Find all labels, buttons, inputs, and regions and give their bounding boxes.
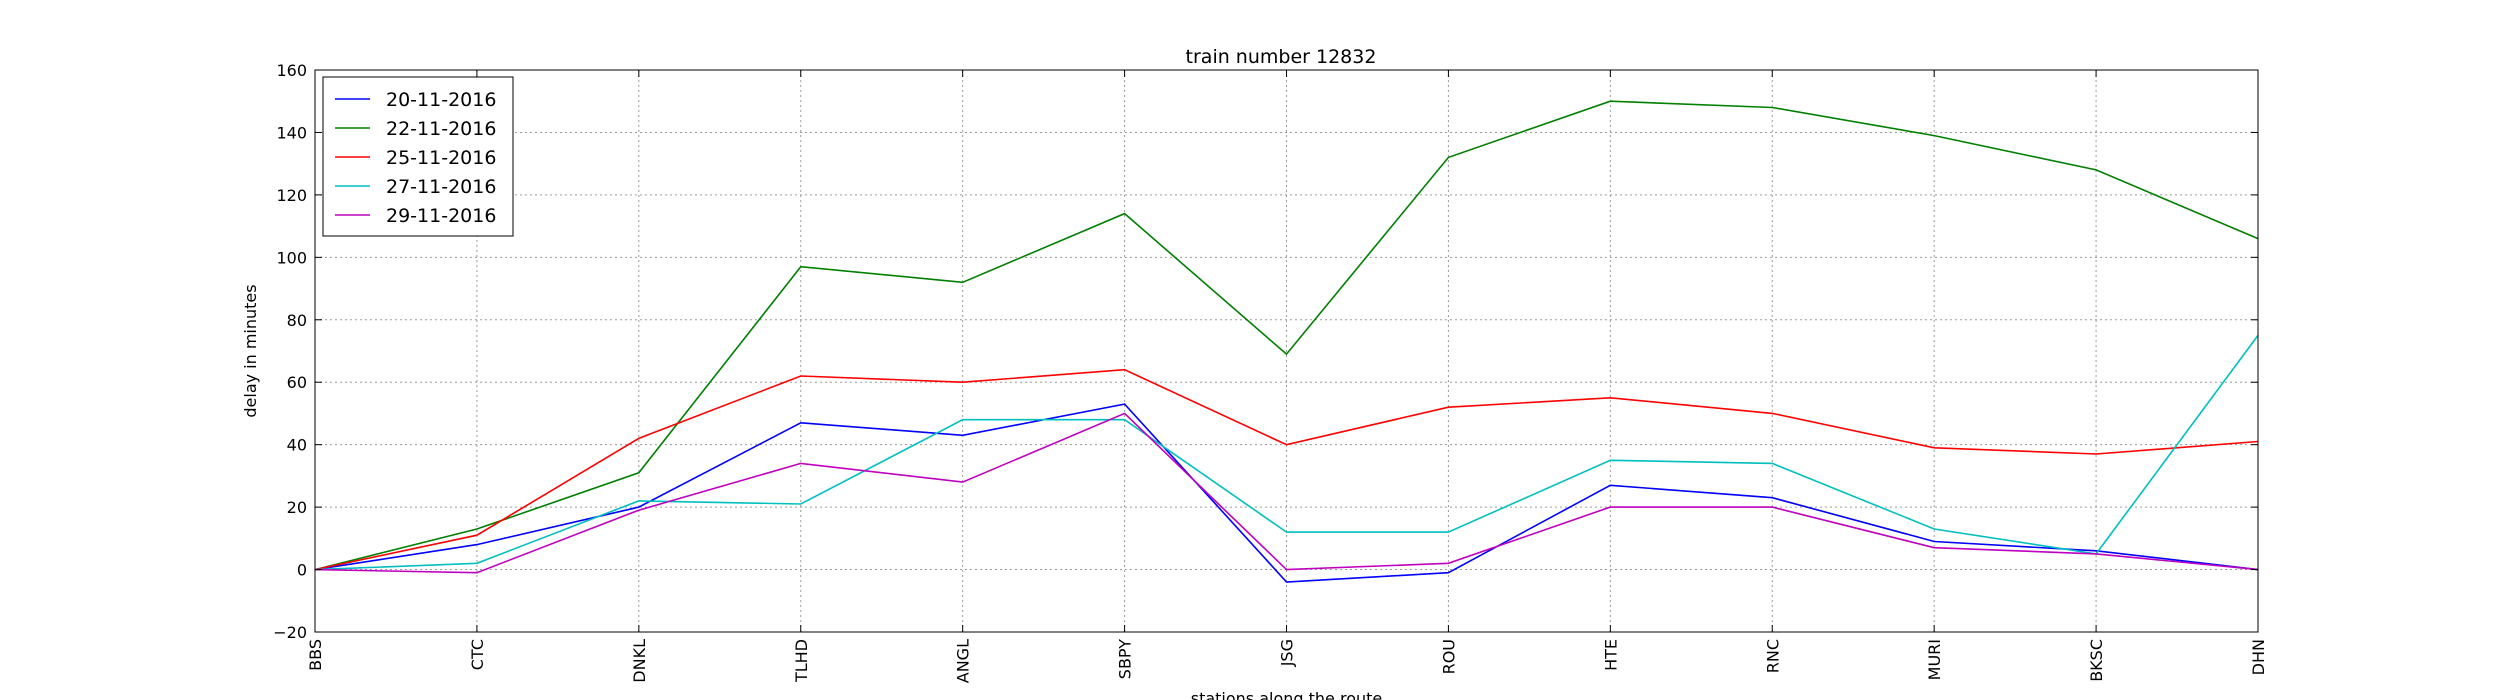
series-lines [314, 100, 2259, 583]
y-tick-label: −20 [273, 623, 307, 642]
y-tick-label: 160 [276, 61, 307, 80]
legend-item-label: 22-11-2016 [386, 118, 496, 140]
x-tick-label: BKSC [2087, 639, 2106, 682]
chart-title: train number 12832 [1186, 46, 1377, 68]
y-axis-label: delay in minutes [241, 284, 260, 417]
y-tick-label: 140 [276, 123, 307, 142]
x-tick-label: HTE [1601, 639, 1620, 671]
x-tick-label: JSG [1278, 639, 1297, 667]
y-tick-label: 20 [287, 498, 307, 517]
y-tick-label: 40 [287, 436, 307, 455]
y-tick-label: 80 [287, 311, 307, 330]
x-tick-label: SBPY [1116, 639, 1135, 679]
y-axis-ticks: −20 0 20 40 60 80 100 120 140 160 [273, 61, 2258, 642]
grid-lines [315, 70, 2258, 632]
series-line-20-11-2016 [314, 403, 2259, 583]
x-tick-label: TLHD [792, 639, 811, 683]
series-line-25-11-2016 [314, 368, 2259, 571]
series-line-27-11-2016 [314, 334, 2259, 571]
legend-item-label: 20-11-2016 [386, 89, 496, 111]
x-tick-label: ANGL [954, 639, 973, 683]
x-tick-label: MURI [1925, 639, 1944, 680]
x-tick-label: DNKL [630, 639, 649, 683]
y-tick-label: 100 [276, 248, 307, 267]
y-tick-label: 0 [297, 561, 307, 580]
legend-item-label: 27-11-2016 [386, 176, 496, 198]
series-line-22-11-2016 [314, 100, 2259, 571]
y-tick-label: 120 [276, 186, 307, 205]
x-tick-label: BBS [306, 639, 325, 671]
x-axis-ticks: BBS CTC DNKL TLHD ANGL SBPY JSG ROU HTE RNC MURI BK… [306, 70, 2268, 683]
x-tick-label: ROU [1439, 639, 1458, 674]
x-axis-label: stations along the route [1191, 689, 1383, 700]
y-tick-label: 60 [287, 373, 307, 392]
x-tick-label: RNC [1763, 639, 1782, 673]
legend: 20-11-2016 22-11-2016 25-11-2016 27-11-2016… [322, 76, 514, 237]
legend-item-label: 25-11-2016 [386, 147, 496, 169]
series-line-29-11-2016 [314, 412, 2259, 574]
legend-item-label: 29-11-2016 [386, 205, 496, 227]
x-tick-label: DHN [2249, 639, 2268, 675]
x-tick-label: CTC [468, 639, 487, 670]
